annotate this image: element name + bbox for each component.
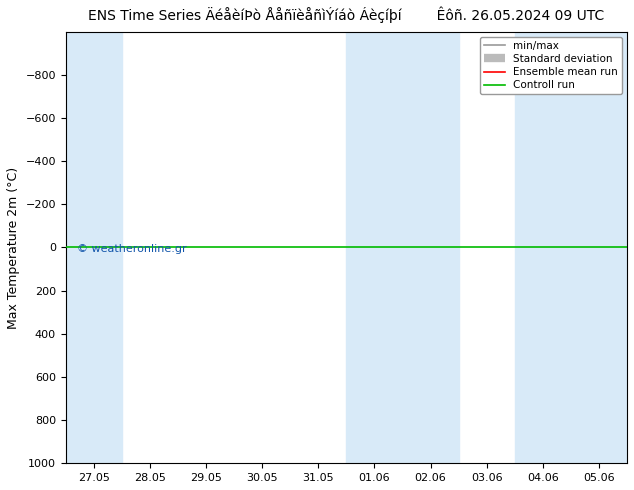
Legend: min/max, Standard deviation, Ensemble mean run, Controll run: min/max, Standard deviation, Ensemble me… <box>479 37 622 95</box>
Text: © weatheronline.gr: © weatheronline.gr <box>77 244 186 254</box>
Bar <box>66 31 122 464</box>
Title: ENS Time Series ÄéåèíÞò ÅåñïèåñìÝíáò Áèçíþí        Êôñ. 26.05.2024 09 UTC: ENS Time Series ÄéåèíÞò ÅåñïèåñìÝíáò Áèç… <box>88 7 604 24</box>
Bar <box>515 31 627 464</box>
Bar <box>346 31 458 464</box>
Y-axis label: Max Temperature 2m (°C): Max Temperature 2m (°C) <box>7 167 20 328</box>
